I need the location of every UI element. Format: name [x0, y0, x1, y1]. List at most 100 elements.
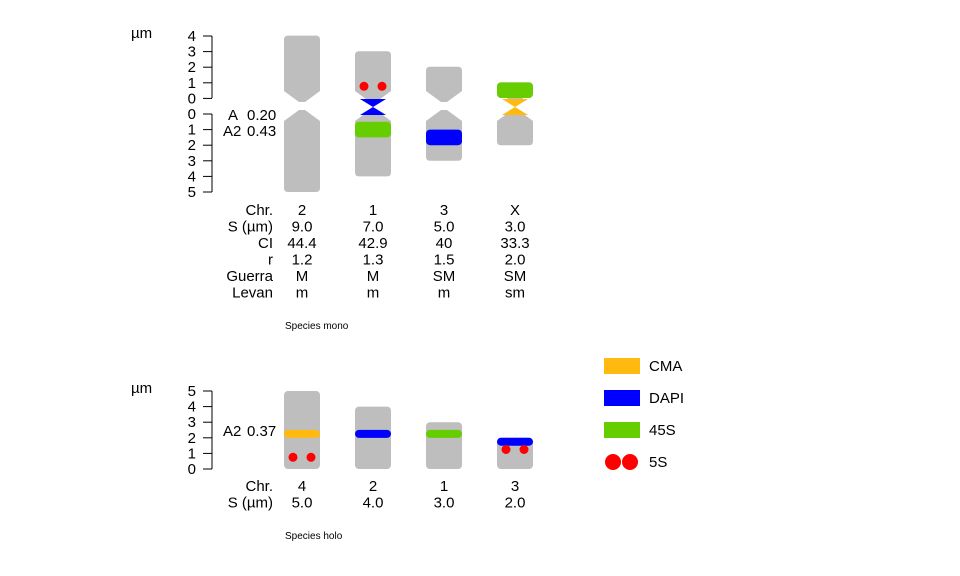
- mono-cell: SM: [433, 268, 456, 285]
- mono-table: Chr. 2 1 3 X S (µm) 9.0 7.0 5.0 3.0 CI 44.4 42.9 40 33…: [226, 202, 529, 302]
- holo-cell: 3.0: [434, 495, 455, 512]
- legend-45s-swatch: [604, 422, 640, 438]
- holo-chromosome-3-5s-dot: [501, 445, 511, 454]
- mono-cell: 3: [440, 202, 448, 219]
- mono-row-label: r: [268, 252, 273, 269]
- holo-chromosome-1: [426, 422, 462, 469]
- holo-chromosomes: [284, 391, 533, 469]
- mono-axis-down-tick-label: 4: [188, 168, 196, 185]
- mono-cell: 2: [298, 202, 306, 219]
- mono-chromosome-1-5s-dot: [359, 81, 369, 91]
- legend-dapi-label: DAPI: [649, 390, 684, 407]
- holo-cell: 2.0: [505, 495, 526, 512]
- holo-chromosome-4-5s-dot: [288, 452, 298, 462]
- mono-cell: 33.3: [500, 235, 529, 252]
- mono-caption: Species mono: [285, 321, 349, 332]
- mono-chromosome-1-long-arm: [355, 110, 391, 177]
- legend-cma-swatch: [604, 358, 640, 374]
- mono-row-label: CI: [258, 235, 273, 252]
- holo-axis-tick-label: 3: [188, 414, 196, 431]
- mono-cell: 40: [436, 235, 453, 252]
- mono-chromosome-X-centromere-mark-lower: [502, 107, 528, 115]
- holo-row-label: S (µm): [228, 495, 273, 512]
- mono-chromosome-X-band-45S: [497, 82, 533, 98]
- holo-cell: 4: [298, 478, 306, 495]
- legend-45s-label: 45S: [649, 422, 676, 439]
- mono-cell: X: [510, 202, 520, 219]
- holo-chromosome-1-band-45S: [426, 429, 462, 438]
- holo-chromosome-4-band-CMA: [284, 429, 320, 438]
- mono-axis-down-tick-label: 1: [188, 122, 196, 139]
- mono-axis-up-tick-label: 4: [188, 28, 196, 45]
- mono-cell: SM: [504, 268, 527, 285]
- mono-index-a2-value: 0.43: [247, 123, 276, 140]
- mono-chromosome-3-short-arm: [426, 66, 462, 102]
- mono-cell: m: [367, 285, 380, 302]
- mono-row-label: Levan: [232, 285, 273, 302]
- holo-chromosome-4-5s-dot: [306, 452, 316, 462]
- mono-cell: m: [296, 285, 309, 302]
- mono-row-label: S (µm): [228, 219, 273, 236]
- legend-5s-swatch: [622, 454, 638, 470]
- mono-cell: 3.0: [505, 219, 526, 236]
- holo-axis-tick-label: 4: [188, 399, 196, 416]
- legend-5s-label: 5S: [649, 454, 667, 471]
- holo-caption: Species holo: [285, 531, 343, 542]
- mono-chromosome-2-long-arm: [284, 110, 320, 192]
- mono-chromosome-1-centromere-mark-lower: [360, 107, 386, 115]
- mono-axis-up-tick-label: 1: [188, 75, 196, 92]
- legend-5s-swatch: [605, 454, 621, 470]
- mono-axis-down-tick-label: 5: [188, 184, 196, 201]
- mono-cell: 7.0: [363, 219, 384, 236]
- mono-cell: sm: [505, 285, 525, 302]
- holo-axis-tick-label: 5: [188, 383, 196, 400]
- holo-cell: 3: [511, 478, 519, 495]
- mono-cell: 1: [369, 202, 377, 219]
- holo-table: Chr. 4 2 1 3 S (µm) 5.0 4.0 3.0 2.0: [228, 478, 526, 512]
- mono-axis-down-tick-label: 0: [188, 106, 196, 123]
- legend: CMA DAPI 45S 5S: [604, 358, 684, 471]
- mono-index-a-name: A: [228, 107, 238, 124]
- mono-cell: 5.0: [434, 219, 455, 236]
- holo-chromosome-3-band-DAPI: [497, 437, 533, 446]
- mono-chromosome-3-band-DAPI: [426, 129, 462, 146]
- mono-axis-up-tick-label: 0: [188, 90, 196, 107]
- mono-cell: 1.5: [434, 252, 455, 269]
- mono-cell: 44.4: [287, 235, 316, 252]
- mono-unit-label: µm: [131, 25, 152, 42]
- mono-axis-down-tick-label: 2: [188, 137, 196, 154]
- mono-cell: 9.0: [292, 219, 313, 236]
- holo-axis-tick-label: 2: [188, 430, 196, 447]
- legend-cma-label: CMA: [649, 358, 682, 375]
- mono-chromosome-X-centromere-mark-upper: [502, 99, 528, 107]
- mono-cell: M: [296, 268, 309, 285]
- holo-cell: 2: [369, 478, 377, 495]
- mono-chromosome-1-centromere-mark-upper: [360, 99, 386, 107]
- mono-axis-up-tick-label: 3: [188, 44, 196, 61]
- mono-chromosome-1-band-45S: [355, 121, 391, 138]
- holo-cell: 4.0: [363, 495, 384, 512]
- mono-axis-up-tick-label: 2: [188, 59, 196, 76]
- mono-chromosome-1-5s-dot: [377, 81, 387, 91]
- legend-dapi-swatch: [604, 390, 640, 406]
- mono-cell: 42.9: [358, 235, 387, 252]
- mono-index-a-value: 0.20: [247, 107, 276, 124]
- holo-chromosome-2-band-DAPI: [355, 429, 391, 438]
- mono-cell: m: [438, 285, 451, 302]
- holo-index-a2-value: 0.37: [247, 423, 276, 440]
- mono-row-label: Chr.: [245, 202, 273, 219]
- mono-index-a2-name: A2: [223, 123, 241, 140]
- mono-cell: 2.0: [505, 252, 526, 269]
- holo-cell: 5.0: [292, 495, 313, 512]
- holo-axis-tick-label: 0: [188, 461, 196, 478]
- mono-chromosome-1-short-arm: [355, 51, 391, 102]
- mono-chromosome-2-short-arm: [284, 35, 320, 102]
- holo-unit-label: µm: [131, 380, 152, 397]
- holo-index-a2-name: A2: [223, 423, 241, 440]
- holo-axis-tick-label: 1: [188, 445, 196, 462]
- mono-cell: M: [367, 268, 380, 285]
- mono-cell: 1.2: [292, 252, 313, 269]
